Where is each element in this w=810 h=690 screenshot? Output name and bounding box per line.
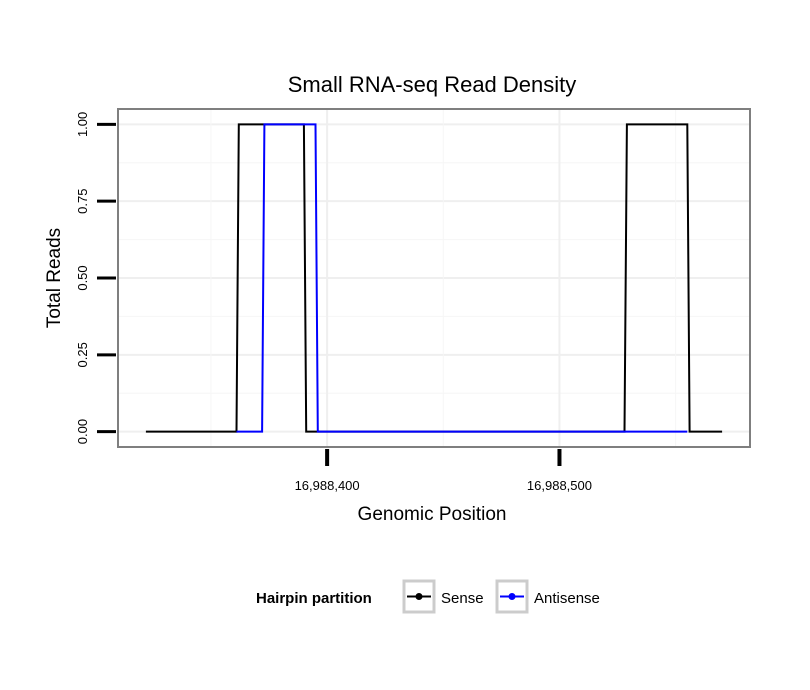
y-tick-label: 0.50 xyxy=(75,265,90,290)
grid xyxy=(118,109,750,447)
y-axis-title: Total Reads xyxy=(44,228,65,328)
series-line-antisense xyxy=(236,123,688,433)
chart-title: Small RNA-seq Read Density xyxy=(288,72,577,97)
legend: Hairpin partition Sense Antisense xyxy=(256,579,600,614)
legend-items: Sense Antisense xyxy=(402,579,600,614)
y-tick-label: 0.25 xyxy=(75,342,90,367)
legend-item-sense: Sense xyxy=(402,579,484,614)
legend-label: Antisense xyxy=(534,590,600,607)
y-tick-label: 0.00 xyxy=(75,419,90,444)
x-axis: 16,988,400 16,988,500 xyxy=(295,449,592,493)
y-tick-label: 1.00 xyxy=(75,112,90,137)
plot-border xyxy=(117,108,751,448)
y-axis: 0.00 0.25 0.50 0.75 1.00 xyxy=(75,112,116,444)
x-tick-label: 16,988,400 xyxy=(295,478,360,493)
series-layer xyxy=(145,123,723,433)
legend-key-point xyxy=(508,593,516,600)
y-tick-label: 0.75 xyxy=(75,189,90,214)
x-tick-label: 16,988,500 xyxy=(527,478,592,493)
legend-key-point xyxy=(415,593,423,600)
x-axis-title: Genomic Position xyxy=(358,504,507,525)
legend-label: Sense xyxy=(441,590,484,607)
legend-title: Hairpin partition xyxy=(256,590,372,607)
legend-item-antisense: Antisense xyxy=(495,579,600,614)
